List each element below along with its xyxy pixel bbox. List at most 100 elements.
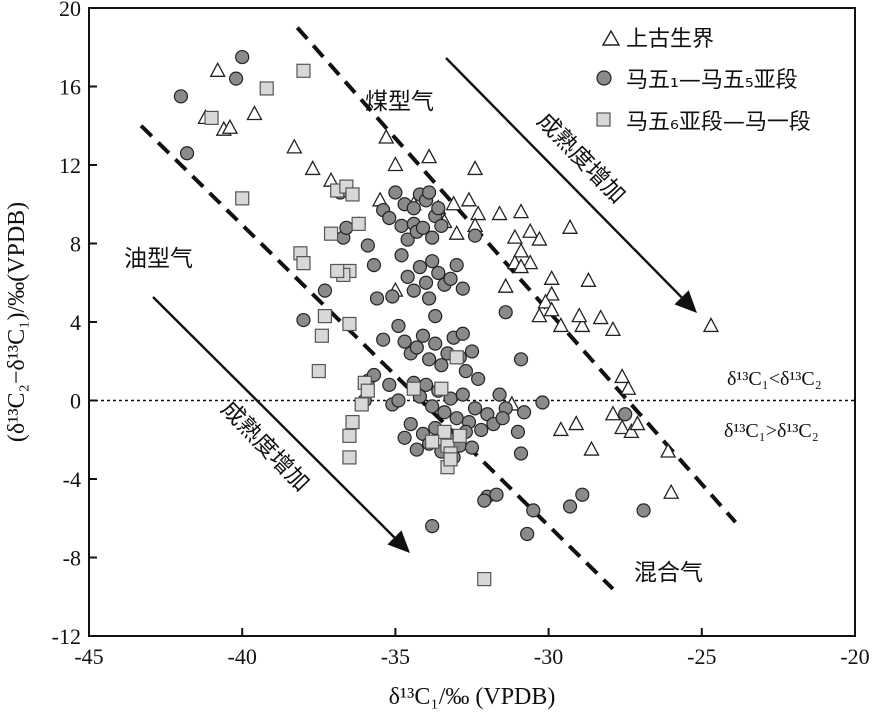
triangle-marker	[512, 203, 530, 219]
circle-marker	[513, 446, 529, 461]
triangle-marker	[421, 148, 438, 164]
circle-marker	[471, 371, 486, 387]
y-tick-label: 0	[70, 389, 81, 414]
circle-marker	[415, 328, 431, 343]
triangle-marker	[702, 317, 720, 333]
triangle-marker	[660, 442, 677, 458]
circle-marker	[403, 416, 418, 432]
circle-marker	[520, 526, 535, 542]
square-marker	[345, 414, 360, 430]
circle-marker	[455, 387, 470, 402]
circle-marker	[406, 201, 421, 216]
triangle-marker	[512, 242, 530, 258]
circle-marker	[526, 503, 541, 518]
circle-marker	[562, 499, 578, 514]
square-marker	[434, 381, 449, 396]
circle-marker	[394, 218, 409, 233]
square-marker	[360, 383, 375, 398]
triangle-marker	[470, 205, 487, 221]
circle-marker	[425, 399, 440, 414]
circle-marker	[535, 395, 550, 410]
circle-marker	[443, 271, 458, 286]
square-marker	[449, 350, 464, 365]
square-marker	[437, 424, 452, 439]
circle-marker	[428, 336, 443, 351]
circle-marker	[391, 393, 406, 408]
square-marker	[311, 363, 326, 379]
square-marker	[443, 452, 458, 467]
circle-marker	[434, 358, 449, 373]
divider-lines	[89, 26, 855, 591]
y-axis-title: (δ¹³C₂−δ¹³C₁)/‰(VPDB)	[4, 202, 30, 442]
circle-marker	[474, 422, 489, 438]
maturity-arrow-upper-shaft	[445, 57, 683, 299]
triangle-marker	[580, 271, 597, 287]
circle-marker	[431, 265, 446, 281]
triangle-marker	[506, 228, 523, 244]
circle-marker	[455, 281, 470, 296]
circle-marker	[489, 487, 504, 502]
circle-marker	[425, 254, 440, 269]
triangle-marker	[445, 195, 462, 211]
maturity-arrow-lower-head	[387, 530, 410, 553]
circle-marker	[492, 387, 507, 402]
triangle-marker	[387, 156, 404, 172]
y-tick-label: 12	[59, 153, 81, 178]
circle-marker	[385, 289, 400, 304]
x-axis-title: δ¹³C₁/‰ (VPDB)	[389, 684, 556, 710]
legend-marker-circle	[596, 70, 612, 86]
oil-gas-label: 油型气	[124, 246, 193, 272]
legend-marker-square	[596, 112, 611, 127]
square-marker	[345, 187, 360, 202]
coal-gas-label: 煤型气	[365, 89, 434, 115]
triangle-marker	[592, 309, 609, 325]
y-tick-label: 8	[70, 232, 81, 257]
triangle-marker	[497, 277, 514, 293]
triangle-marker	[614, 419, 631, 435]
square-marker	[317, 309, 333, 324]
circle-marker	[179, 146, 195, 161]
oil-mixed-boundary	[139, 124, 615, 591]
maturity-arrow-lower-shaft	[152, 296, 396, 539]
circle-marker	[464, 440, 480, 455]
circle-marker	[412, 259, 428, 275]
circle-marker	[513, 352, 529, 367]
circle-marker	[449, 411, 464, 426]
circle-marker	[510, 424, 526, 439]
square-marker	[342, 428, 357, 443]
circle-marker	[339, 220, 354, 235]
y-tick-label: -4	[63, 467, 81, 492]
square-marker	[342, 316, 357, 332]
circle-marker	[437, 405, 452, 420]
triangle-marker	[574, 317, 591, 333]
circle-marker	[425, 230, 440, 245]
circle-marker	[455, 326, 470, 341]
circle-marker	[464, 344, 480, 359]
legend-marker-triangle	[601, 29, 621, 46]
circle-marker	[477, 493, 492, 508]
triangle-marker	[552, 421, 569, 437]
square-marker	[204, 110, 219, 126]
y-tick-label: -12	[52, 624, 81, 649]
circle-marker	[415, 220, 431, 235]
triangle-marker	[491, 205, 508, 221]
circle-marker	[360, 238, 375, 253]
circle-marker	[495, 411, 510, 426]
circle-marker	[382, 210, 397, 226]
circle-marker	[400, 232, 415, 247]
circle-marker	[296, 312, 311, 328]
triangle-marker	[209, 61, 226, 77]
circle-marker	[422, 291, 437, 306]
axis-ticks: -45 -40 -35 -30 -25 -20 20 16 12 8 4 0 -4 -8 -12	[52, 0, 870, 669]
triangle-marker	[531, 307, 548, 323]
square-marker	[342, 450, 357, 465]
circle-marker	[409, 340, 424, 355]
data-points	[173, 49, 720, 587]
circle-marker	[418, 377, 434, 392]
maturity-arrow-upper-head	[674, 290, 697, 313]
circle-marker	[498, 305, 513, 320]
y-tick-label: 16	[59, 75, 81, 100]
triangle-marker	[552, 317, 569, 333]
triangle-marker	[522, 254, 539, 270]
triangle-marker	[583, 440, 600, 456]
